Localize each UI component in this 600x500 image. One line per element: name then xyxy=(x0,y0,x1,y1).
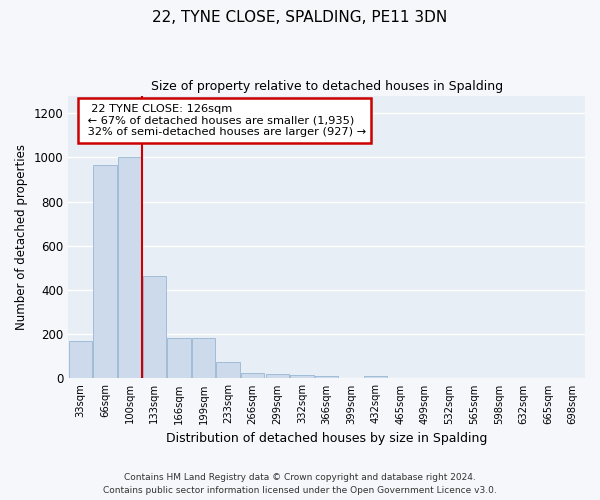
Bar xyxy=(118,158,142,378)
Title: Size of property relative to detached houses in Spalding: Size of property relative to detached ho… xyxy=(151,80,503,93)
Bar xyxy=(315,376,338,378)
X-axis label: Distribution of detached houses by size in Spalding: Distribution of detached houses by size … xyxy=(166,432,487,445)
Text: Contains HM Land Registry data © Crown copyright and database right 2024.
Contai: Contains HM Land Registry data © Crown c… xyxy=(103,474,497,495)
Bar xyxy=(143,276,166,378)
Text: 22 TYNE CLOSE: 126sqm
 ← 67% of detached houses are smaller (1,935)
 32% of semi: 22 TYNE CLOSE: 126sqm ← 67% of detached … xyxy=(83,104,366,137)
Bar xyxy=(290,375,314,378)
Text: 22, TYNE CLOSE, SPALDING, PE11 3DN: 22, TYNE CLOSE, SPALDING, PE11 3DN xyxy=(152,10,448,25)
Y-axis label: Number of detached properties: Number of detached properties xyxy=(15,144,28,330)
Bar xyxy=(266,374,289,378)
Bar xyxy=(217,362,240,378)
Bar xyxy=(364,376,388,378)
Bar xyxy=(69,341,92,378)
Bar xyxy=(192,338,215,378)
Bar xyxy=(241,373,265,378)
Bar xyxy=(94,165,117,378)
Bar xyxy=(167,338,191,378)
